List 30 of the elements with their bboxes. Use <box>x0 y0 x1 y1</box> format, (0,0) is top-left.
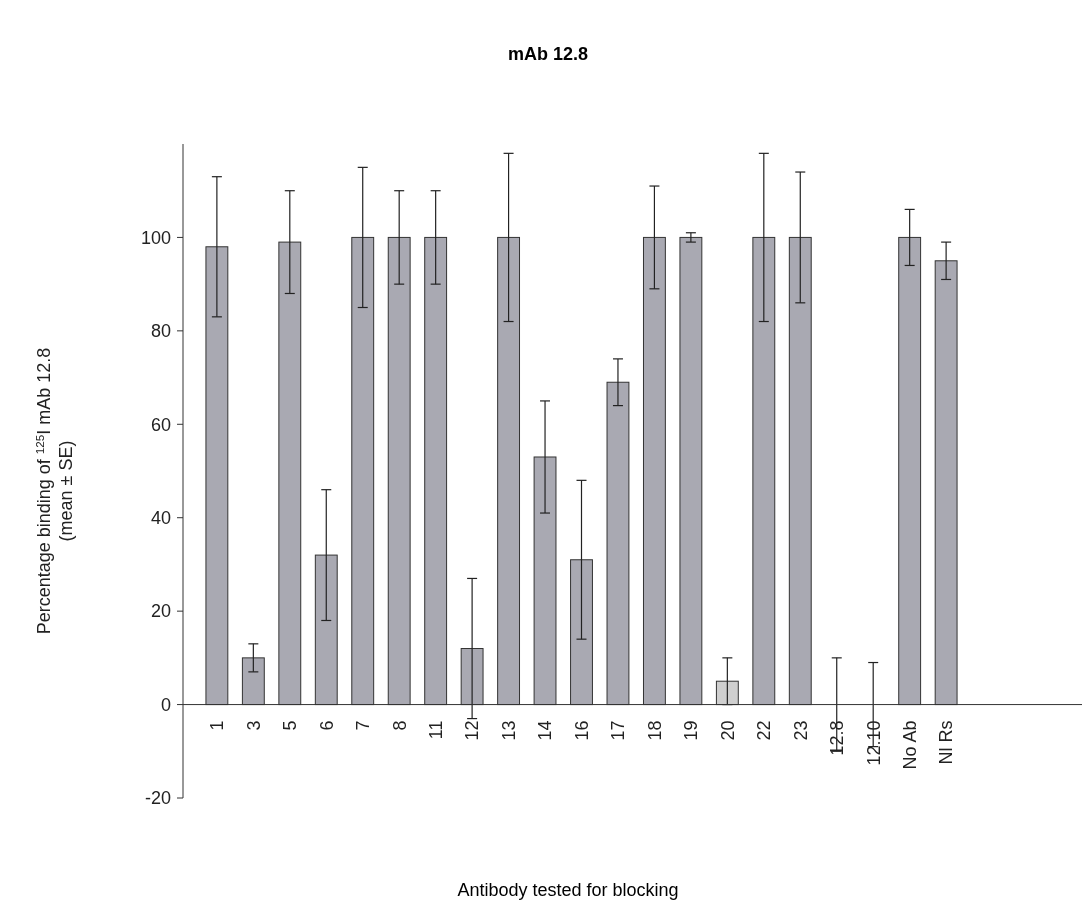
x-tick-label: No Ab <box>899 720 920 770</box>
x-tick-label: 12.10 <box>863 720 884 766</box>
x-tick-label: 19 <box>681 720 702 741</box>
y-tick-label: 60 <box>150 414 171 435</box>
y-tick-label: 100 <box>140 227 171 248</box>
x-tick-label: 22 <box>754 720 775 741</box>
x-tick-label: 20 <box>717 720 738 741</box>
y-tick-label: -20 <box>144 788 171 809</box>
y-tick-label: 0 <box>160 694 171 715</box>
x-tick-label: 5 <box>280 720 301 731</box>
x-tick-label: 17 <box>608 720 629 741</box>
x-tick-label: 23 <box>790 720 811 741</box>
x-tick-label: 11 <box>425 720 446 740</box>
x-tick-label: 8 <box>389 720 410 731</box>
x-axis-title: Antibody tested for blocking <box>457 880 679 900</box>
x-tick-label: 12.8 <box>827 720 848 756</box>
x-tick-label: 3 <box>243 720 264 731</box>
x-tick-label: 1 <box>207 720 228 731</box>
chart-title: mAb 12.8 <box>507 44 589 64</box>
y-tick-label: 40 <box>150 508 171 529</box>
x-tick-label: 14 <box>535 720 556 741</box>
y-tick-label: 80 <box>150 321 171 342</box>
y-tick-label: 20 <box>150 601 171 622</box>
x-tick-label: 16 <box>571 720 592 741</box>
x-tick-label: 6 <box>316 720 337 731</box>
x-tick-label: 12 <box>462 720 483 741</box>
x-tick-label: 13 <box>498 720 519 741</box>
x-tick-label: 18 <box>644 720 665 741</box>
x-tick-label: 7 <box>353 720 374 731</box>
x-tick-label: Nl Rs <box>936 720 957 765</box>
